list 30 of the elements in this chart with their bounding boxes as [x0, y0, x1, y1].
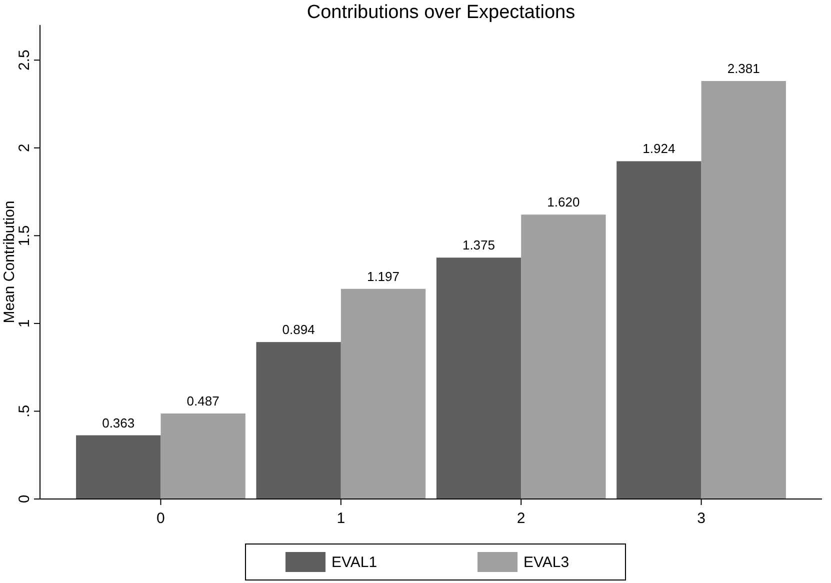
data-label: 1.924 — [642, 141, 676, 156]
y-tick-label: 1.5 — [16, 225, 33, 246]
y-tick-label: .5 — [16, 404, 33, 418]
data-label: 1.620 — [547, 194, 580, 210]
bar — [616, 161, 702, 499]
bar — [521, 214, 606, 499]
data-label: 0.487 — [186, 394, 220, 409]
y-tick-label: 2 — [16, 144, 33, 152]
data-label: 2.381 — [727, 61, 760, 76]
legend-label: EVAL1 — [332, 554, 378, 571]
x-tick-label: 0 — [156, 510, 165, 527]
data-label: 1.197 — [366, 268, 400, 284]
bar — [160, 414, 246, 499]
data-label: 0.894 — [282, 322, 315, 338]
x-tick-label: 1 — [336, 510, 346, 527]
legend-label: EVAL3 — [524, 554, 570, 571]
y-tick-label: 2.5 — [16, 50, 33, 71]
bar — [436, 258, 522, 499]
bar — [701, 81, 786, 499]
y-axis-title: Mean Contribution — [1, 200, 18, 324]
y-tick-label: 0 — [16, 494, 33, 504]
y-tick-label: 1 — [16, 319, 33, 328]
x-tick-label: 3 — [697, 510, 706, 527]
chart-title: Contributions over Expectations — [306, 2, 576, 23]
bar — [256, 342, 341, 499]
data-label: 1.375 — [462, 238, 496, 253]
data-label: 0.363 — [102, 415, 135, 430]
bar — [76, 435, 161, 499]
bar — [340, 288, 426, 499]
x-tick-label: 2 — [516, 510, 526, 527]
